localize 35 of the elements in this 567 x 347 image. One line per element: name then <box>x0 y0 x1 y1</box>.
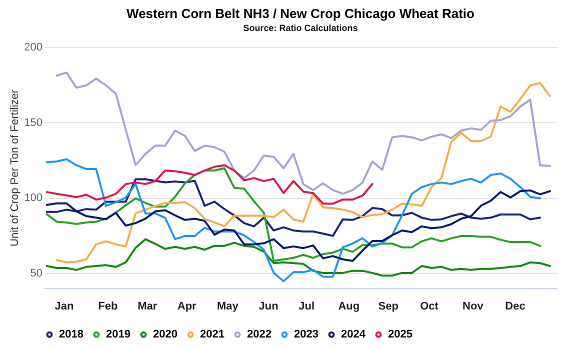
line-series <box>46 178 542 237</box>
chart-title: Western Corn Belt NH3 / New Crop Chicago Wheat Ratio <box>126 6 475 21</box>
line-series <box>46 238 551 277</box>
legend-label: 2019 <box>106 328 130 341</box>
x-tick-label: Feb <box>98 300 118 312</box>
x-tick-label: Apr <box>177 300 198 312</box>
y-tick-label: 150 <box>24 116 42 129</box>
x-tick-label: Jun <box>258 300 279 312</box>
line-series <box>46 158 542 282</box>
y-tick-label: 50 <box>30 267 42 280</box>
y-tick-label: 100 <box>24 192 42 204</box>
legend-label: 2022 <box>247 328 272 341</box>
legend-label: 2024 <box>341 328 366 341</box>
x-tick-label: May <box>217 300 240 312</box>
x-tick-label: Jan <box>54 300 74 312</box>
x-tick-label: Aug <box>338 300 360 312</box>
line-series <box>56 82 551 264</box>
y-axis-title: Unit of Crop Per Ton of Fertilizer <box>9 89 22 246</box>
legend-label: 2020 <box>153 328 178 341</box>
legend-label: 2021 <box>200 328 224 341</box>
x-tick-label: Nov <box>462 300 484 312</box>
chart-subtitle: Source: Ratio Calculations <box>243 23 358 33</box>
x-tick-label: Sep <box>378 300 399 312</box>
line-series <box>46 167 542 262</box>
legend-label: 2025 <box>388 328 412 341</box>
x-tick-label: Jul <box>298 300 315 312</box>
x-tick-label: Dec <box>505 300 526 312</box>
line-series <box>56 72 551 195</box>
line-series <box>46 189 551 262</box>
line-series <box>46 164 374 205</box>
x-tick-label: Mar <box>138 300 158 312</box>
legend-label: 2018 <box>59 328 84 341</box>
x-tick-label: Oct <box>420 300 439 312</box>
y-tick-label: 200 <box>24 42 42 54</box>
legend-label: 2023 <box>294 328 318 341</box>
